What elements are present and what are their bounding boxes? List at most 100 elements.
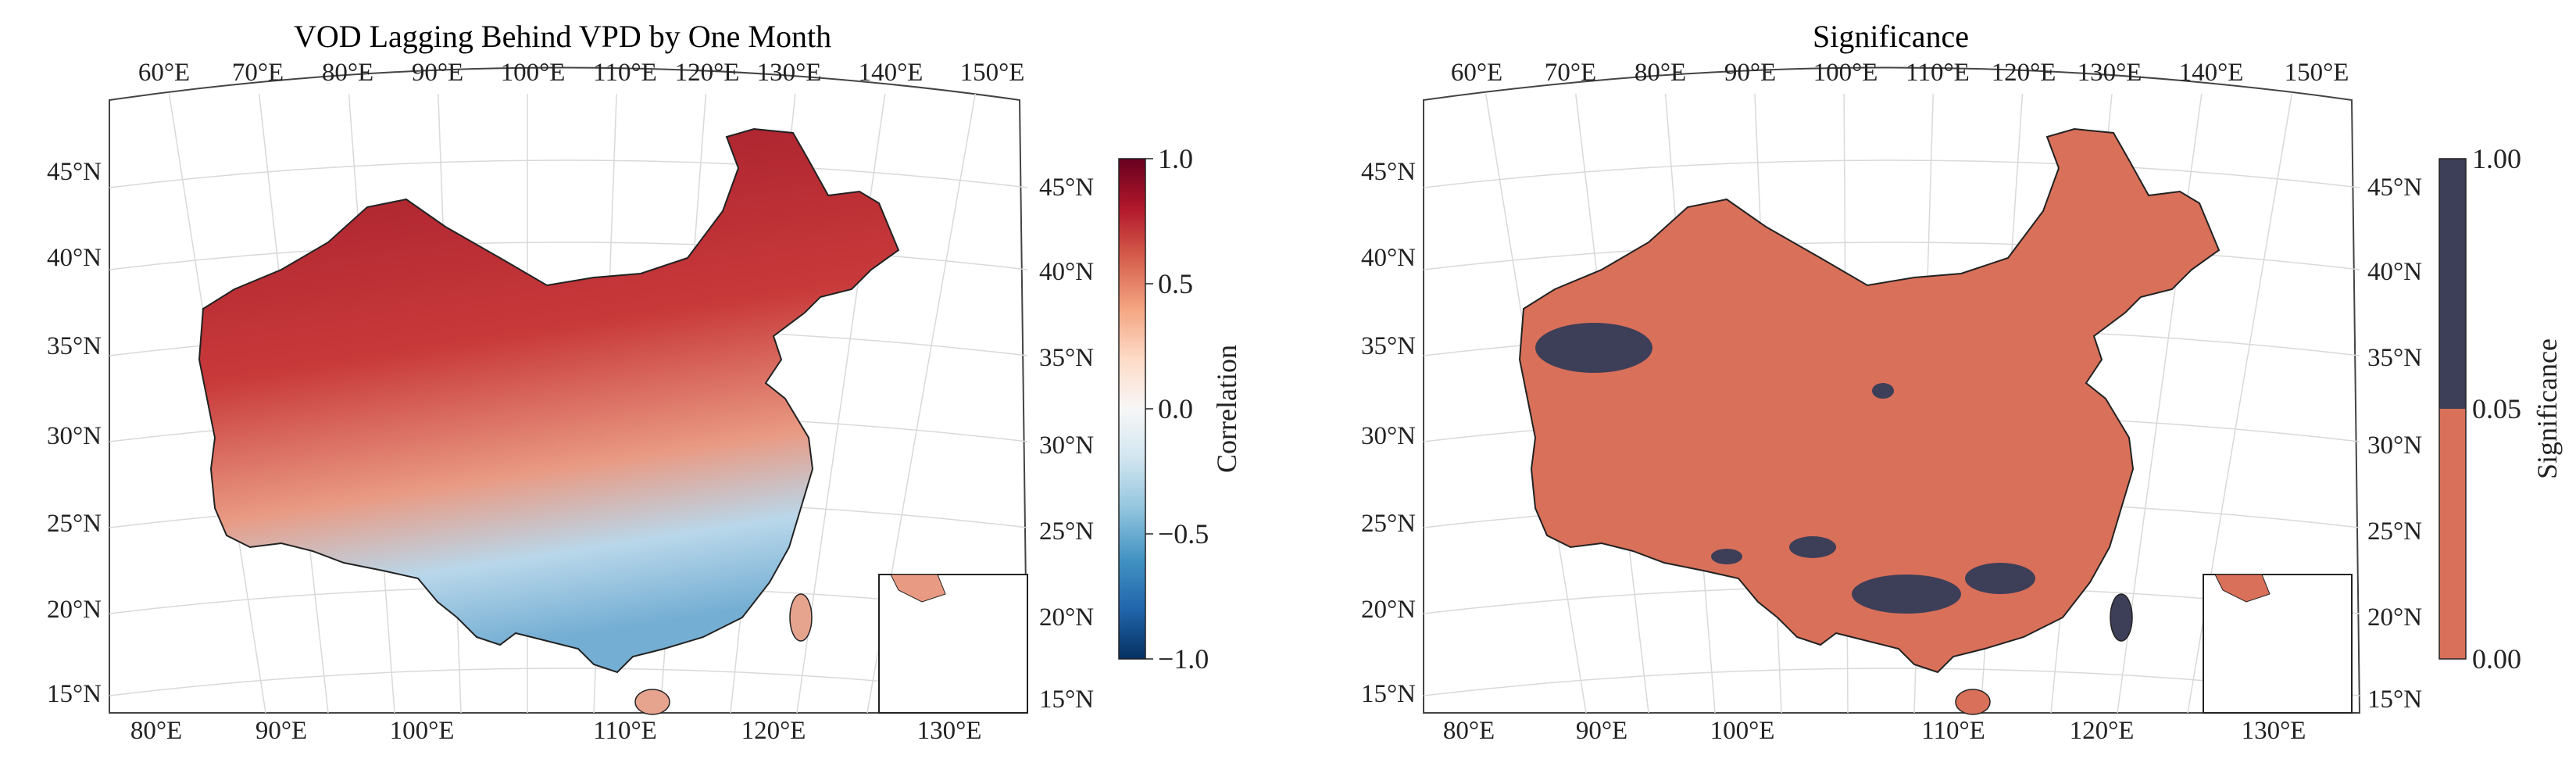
lat-label: 20°N <box>2367 603 2422 632</box>
lat-label: 45°N <box>2367 174 2422 202</box>
right-lat-labels: 45°N 40°N 35°N 30°N 25°N 20°N 15°N <box>1039 174 1094 714</box>
lon-label: 90°E <box>255 717 307 745</box>
lat-label: 15°N <box>1039 686 1094 714</box>
bottom-lon-labels: 80°E 90°E 100°E 110°E 120°E <box>130 717 806 745</box>
colorbar-significance: 1.00 0.05 0.00 Significance <box>2438 143 2563 675</box>
lon-label: 110°E <box>593 717 657 745</box>
panel-title: VOD Lagging Behind VPD by One Month <box>294 19 831 54</box>
colorbar-tick-label: 0.0 <box>1158 393 1193 424</box>
china-map <box>1518 127 2221 674</box>
lon-label: 80°E <box>322 59 373 87</box>
lat-label: 25°N <box>1361 510 1416 538</box>
lat-label: 40°N <box>2367 258 2422 286</box>
lat-label: 35°N <box>2367 344 2422 372</box>
lat-label: 30°N <box>47 422 102 450</box>
lon-label: 110°E <box>593 59 657 87</box>
panel-significance: Significance <box>1361 19 2563 745</box>
lat-label: 20°N <box>1361 596 1416 624</box>
lat-label: 40°N <box>1039 258 1094 286</box>
lat-label: 20°N <box>1039 603 1094 632</box>
colorbar-tick-label: −1.0 <box>1158 643 1209 675</box>
right-lat-labels: 45°N 40°N 35°N 30°N 25°N 20°N 15°N <box>2367 174 2422 714</box>
lon-label: 110°E <box>1906 59 1970 87</box>
lat-label: 30°N <box>1361 422 1416 450</box>
lon-label: 130°E <box>757 59 822 87</box>
left-lat-labels: 45°N 40°N 35°N 30°N 25°N 20°N 15°N <box>47 158 102 708</box>
lon-label: 60°E <box>138 59 190 87</box>
south-china-sea-inset: 130°E <box>2203 574 2353 745</box>
colorbar-tick-label: 0.05 <box>2472 393 2521 424</box>
lon-label: 140°E <box>2179 59 2244 87</box>
lon-label: 70°E <box>1545 59 1596 87</box>
lat-label: 40°N <box>47 244 102 272</box>
hainan-island <box>1955 689 1991 715</box>
lon-label: 70°E <box>232 59 284 87</box>
lon-label: 80°E <box>1635 59 1686 87</box>
colorbar-tick-label: 1.00 <box>2472 143 2521 174</box>
colorbar-tick-label: 1.0 <box>1158 143 1193 174</box>
lon-label: 120°E <box>2070 717 2135 745</box>
south-china-sea-inset: 130°E <box>878 574 1028 745</box>
lon-label: 120°E <box>675 59 740 87</box>
china-map <box>198 127 900 674</box>
colorbar-label: Significance <box>2531 338 2563 479</box>
colorbar-block <box>2439 409 2466 659</box>
colorbar-ramp <box>1118 158 1146 660</box>
colorbar-block <box>2439 159 2466 409</box>
colorbar-correlation: 1.0 0.5 0.0 −0.5 −1.0 Correlation <box>1118 143 1242 675</box>
taiwan-island <box>2110 593 2133 642</box>
lon-label: 100°E <box>1813 59 1878 87</box>
map-frame <box>1423 66 2361 714</box>
lon-label: 120°E <box>741 717 806 745</box>
lon-label: 110°E <box>1921 717 1985 745</box>
taiwan-island <box>789 593 813 642</box>
significant-areas <box>1535 323 2035 614</box>
lat-label: 35°N <box>1039 344 1094 372</box>
lat-label: 15°N <box>1361 680 1416 708</box>
hainan-island <box>634 689 670 715</box>
left-lat-labels: 45°N 40°N 35°N 30°N 25°N 20°N 15°N <box>1361 158 1416 708</box>
lat-label: 35°N <box>47 332 102 360</box>
lat-label: 40°N <box>1361 244 1416 272</box>
panel-title: Significance <box>1813 19 1969 54</box>
lon-label: 140°E <box>859 59 924 87</box>
lon-label: 90°E <box>412 59 463 87</box>
lon-label: 130°E <box>2078 59 2142 87</box>
lon-label: 90°E <box>1576 717 1627 745</box>
lat-label: 35°N <box>1361 332 1416 360</box>
lon-label: 100°E <box>501 59 566 87</box>
colorbar-label: Correlation <box>1211 345 1242 473</box>
bottom-lon-labels: 80°E 90°E 100°E 110°E 120°E <box>1443 717 2135 745</box>
lon-label: 150°E <box>2285 59 2349 87</box>
lat-label: 25°N <box>1039 517 1094 546</box>
panel-correlation: VOD Lagging Behind VPD by One Month <box>47 19 1242 745</box>
lat-label: 25°N <box>2367 517 2422 546</box>
lon-label: 120°E <box>1992 59 2056 87</box>
lon-label: 60°E <box>1451 59 1502 87</box>
inset-lon-label: 130°E <box>917 717 982 745</box>
lat-label: 45°N <box>1039 174 1094 202</box>
lat-label: 45°N <box>1361 158 1416 186</box>
top-lon-labels: 60°E 70°E 80°E 90°E 100°E 110°E 120°E 13… <box>138 59 1025 87</box>
lat-label: 15°N <box>47 680 102 708</box>
lat-label: 20°N <box>47 596 102 624</box>
lat-label: 15°N <box>2367 686 2422 714</box>
lon-label: 100°E <box>390 717 455 745</box>
lon-label: 100°E <box>1710 717 1775 745</box>
lat-label: 45°N <box>47 158 102 186</box>
inset-lon-label: 130°E <box>2242 717 2306 745</box>
lat-label: 25°N <box>47 510 102 538</box>
top-lon-labels: 60°E 70°E 80°E 90°E 100°E 110°E 120°E 13… <box>1451 59 2349 87</box>
colorbar-tick-label: 0.5 <box>1158 268 1193 299</box>
colorbar-tick-label: −0.5 <box>1158 518 1209 550</box>
lon-label: 80°E <box>130 717 182 745</box>
lat-label: 30°N <box>1039 431 1094 460</box>
lon-label: 90°E <box>1724 59 1776 87</box>
colorbar-tick-label: 0.00 <box>2472 643 2521 675</box>
lat-label: 30°N <box>2367 431 2422 460</box>
colorbar-frame <box>2438 158 2467 660</box>
lon-label: 150°E <box>960 59 1025 87</box>
lon-label: 80°E <box>1443 717 1495 745</box>
map-frame <box>109 66 1029 714</box>
